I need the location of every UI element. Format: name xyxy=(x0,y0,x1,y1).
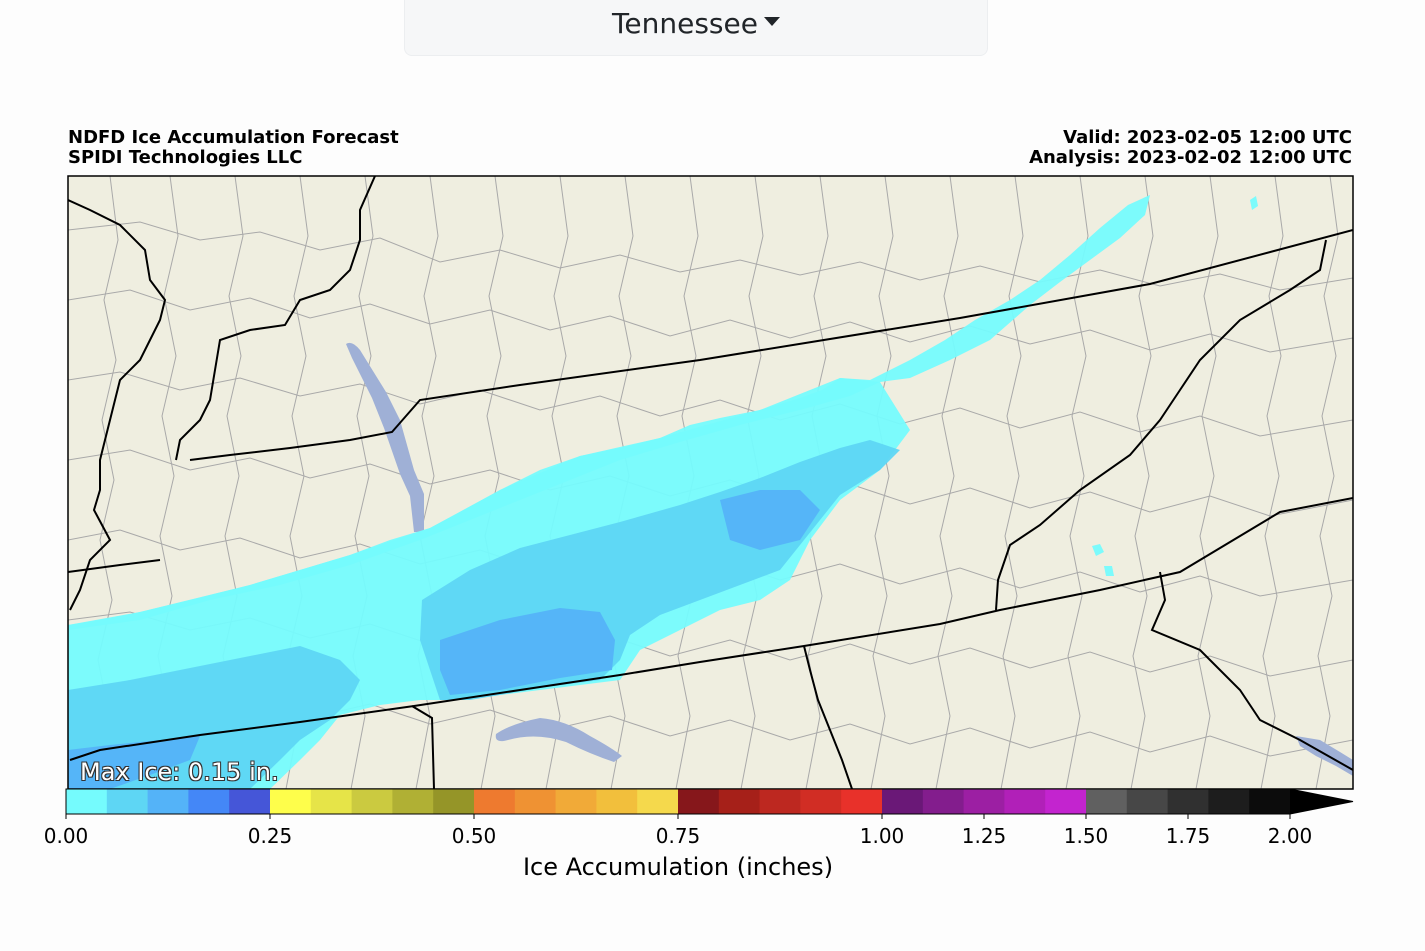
colorbar-swatch xyxy=(66,789,108,814)
colorbar-tick: 0.25 xyxy=(247,824,293,848)
colorbar-swatch xyxy=(759,789,801,814)
colorbar-tick: 2.00 xyxy=(1267,824,1313,848)
colorbar-swatch xyxy=(1004,789,1046,814)
colorbar-swatch xyxy=(514,789,556,814)
colorbar-tick: 1.75 xyxy=(1165,824,1211,848)
state-boundaries xyxy=(68,176,1353,789)
colorbar-swatch xyxy=(1045,789,1087,814)
colorbar-swatch xyxy=(841,789,883,814)
colorbar-swatch xyxy=(229,789,271,814)
colorbar-swatch xyxy=(270,789,312,814)
colorbar-tick: 1.25 xyxy=(961,824,1007,848)
colorbar-tick: 1.00 xyxy=(859,824,905,848)
colorbar-swatch xyxy=(922,789,964,814)
analysis-time: Analysis: 2023-02-02 12:00 UTC xyxy=(1029,147,1352,168)
colorbar-swatch xyxy=(678,789,720,814)
colorbar-swatch xyxy=(555,789,597,814)
colorbar-swatch xyxy=(963,789,1005,814)
colorbar-swatch xyxy=(188,789,230,814)
colorbar-swatch xyxy=(637,789,679,814)
state-dropdown[interactable]: Tennessee xyxy=(404,0,988,56)
colorbar-swatch xyxy=(718,789,760,814)
colorbar-swatch xyxy=(1208,789,1250,814)
colorbar-swatch xyxy=(596,789,638,814)
colorbar-extend-arrow xyxy=(1290,789,1353,814)
colorbar-tick: 0.50 xyxy=(451,824,497,848)
colorbar xyxy=(65,788,1354,819)
map-header-right: Valid: 2023-02-05 12:00 UTC Analysis: 20… xyxy=(1029,128,1352,168)
colorbar-swatch xyxy=(1086,789,1128,814)
caret-down-icon xyxy=(763,17,780,26)
ice-accumulation-shading xyxy=(68,195,1258,789)
colorbar-swatch xyxy=(1249,789,1291,814)
colorbar-swatch xyxy=(310,789,352,814)
state-dropdown-label: Tennessee xyxy=(612,7,758,40)
colorbar-swatch xyxy=(882,789,924,814)
colorbar-swatch xyxy=(433,789,475,814)
colorbar-swatch xyxy=(147,789,189,814)
colorbar-swatch xyxy=(800,789,842,814)
colorbar-title: Ice Accumulation (inches) xyxy=(522,853,834,881)
map-title: NDFD Ice Accumulation Forecast xyxy=(68,127,399,148)
colorbar-swatch xyxy=(351,789,393,814)
max-ice-label: Max Ice: 0.15 in. xyxy=(80,758,279,786)
map-header-left: NDFD Ice Accumulation Forecast SPIDI Tec… xyxy=(68,128,399,168)
colorbar-swatch xyxy=(392,789,434,814)
colorbar-swatch xyxy=(474,789,516,814)
colorbar-outline xyxy=(65,788,1354,815)
colorbar-tick: 1.50 xyxy=(1063,824,1109,848)
valid-time: Valid: 2023-02-05 12:00 UTC xyxy=(1063,127,1352,148)
colorbar-swatch xyxy=(106,789,148,814)
colorbar-tick: 0.75 xyxy=(655,824,701,848)
map-subtitle: SPIDI Technologies LLC xyxy=(68,147,303,168)
colorbar-tick: 0.00 xyxy=(43,824,89,848)
colorbar-swatch xyxy=(1167,789,1209,814)
colorbar-swatch xyxy=(1126,789,1168,814)
